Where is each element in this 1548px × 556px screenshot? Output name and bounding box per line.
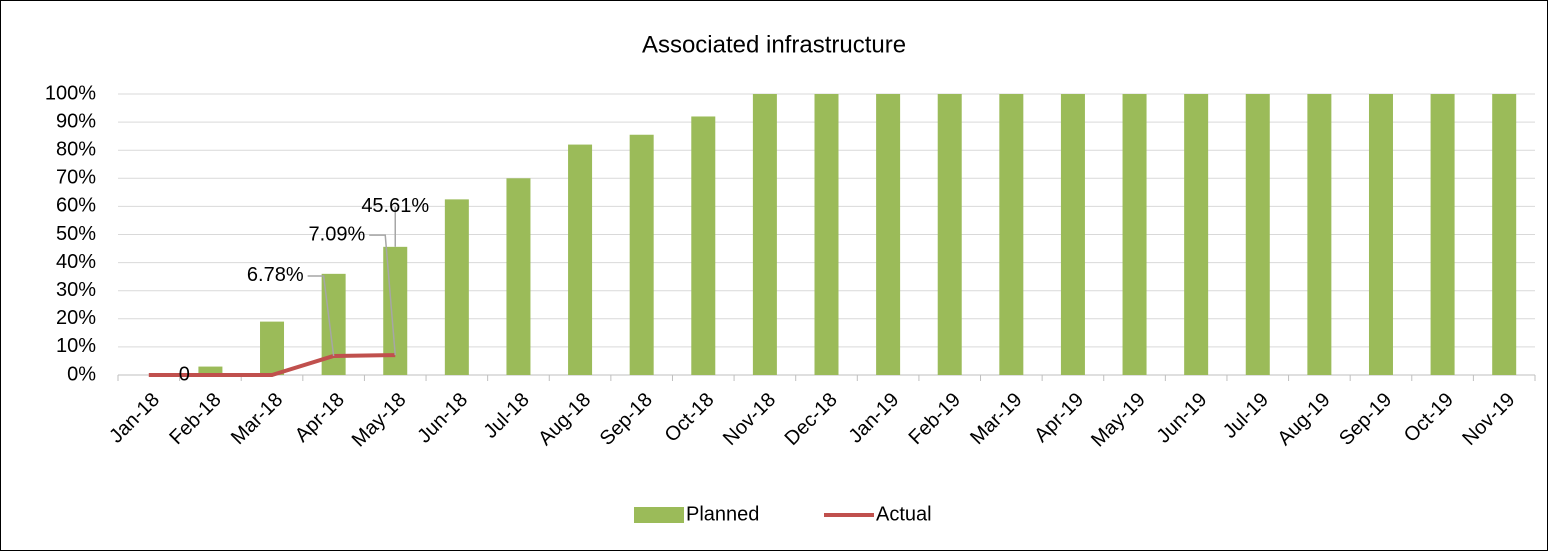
bar <box>1430 94 1455 375</box>
bar <box>937 94 962 375</box>
data-label: 6.78% <box>247 264 304 286</box>
bar <box>1060 94 1085 375</box>
line <box>148 353 396 377</box>
chart-title: Associated infrastructure <box>642 31 906 58</box>
data-label: 0 <box>179 363 190 385</box>
bar <box>1368 94 1393 375</box>
bar <box>1184 94 1209 375</box>
bar <box>999 94 1024 375</box>
bar <box>506 178 531 375</box>
y-tick-label: 0% <box>67 363 96 385</box>
leader-line <box>307 275 335 357</box>
bar <box>1307 94 1332 375</box>
data-label: 7.09% <box>309 223 366 245</box>
bar <box>814 94 839 375</box>
y-tick-label: 10% <box>56 335 96 357</box>
y-tick-label: 100% <box>45 82 96 104</box>
bar <box>198 366 223 375</box>
bar <box>1492 94 1517 375</box>
bar <box>752 94 777 375</box>
legend-label: Actual <box>876 503 932 525</box>
bar <box>1245 94 1270 375</box>
legend-label: Planned <box>686 503 759 525</box>
y-tick-label: 30% <box>56 279 96 301</box>
y-tick-label: 40% <box>56 251 96 273</box>
bar <box>568 144 593 375</box>
bar <box>691 116 716 375</box>
y-tick-label: 90% <box>56 110 96 132</box>
y-tick-label: 60% <box>56 195 96 217</box>
bar <box>1122 94 1147 375</box>
y-tick-label: 50% <box>56 223 96 245</box>
y-tick-label: 70% <box>56 167 96 189</box>
bar <box>444 199 469 375</box>
y-tick-label: 80% <box>56 138 96 160</box>
bar <box>876 94 901 375</box>
y-tick-label: 20% <box>56 307 96 329</box>
legend-swatch <box>634 507 684 523</box>
data-label: 45.61% <box>361 195 429 217</box>
bar <box>629 134 654 375</box>
leader-line <box>369 234 396 356</box>
bar <box>260 321 285 375</box>
